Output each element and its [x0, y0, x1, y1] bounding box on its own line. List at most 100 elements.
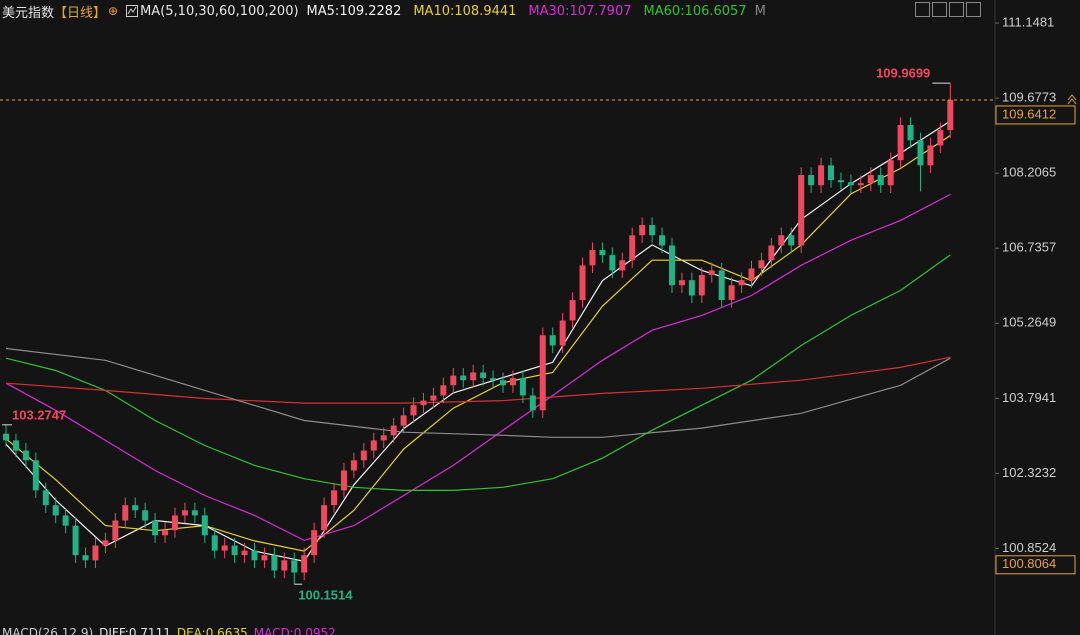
- candle-body: [420, 400, 427, 406]
- candle-body: [72, 525, 79, 556]
- legend-name: MA5: [306, 3, 335, 19]
- candle-body: [142, 510, 149, 521]
- candle-body: [450, 375, 457, 386]
- ma-line: [5, 134, 951, 552]
- start-high-label: 103.2747: [12, 407, 66, 422]
- candle-body: [122, 505, 129, 521]
- candle-body: [579, 265, 586, 301]
- candle-body: [370, 440, 377, 451]
- candle-body: [539, 335, 546, 411]
- add-icon[interactable]: ⊕: [108, 4, 119, 18]
- tool-button[interactable]: [915, 2, 930, 17]
- candle-body: [410, 405, 417, 416]
- candle-body: [698, 275, 705, 296]
- y-tick-label: 100.8524: [1002, 540, 1056, 555]
- y-tick-label: 105.2649: [1002, 315, 1056, 330]
- tool-button[interactable]: [932, 2, 947, 17]
- candle-body: [907, 125, 914, 141]
- y-tick-label: 106.7357: [1002, 240, 1056, 255]
- header: 美元指数 【日线】 ⊕ MA(5,10,30,60,100,200) MA5:1…: [2, 2, 766, 21]
- candle-body: [609, 255, 616, 271]
- candle-body: [211, 535, 218, 551]
- legend-separator: :: [680, 3, 685, 19]
- legend-value: 108.9441: [454, 3, 517, 19]
- candle-body: [221, 545, 228, 551]
- candle-body: [629, 235, 636, 261]
- y-tick-label: 102.3232: [1002, 465, 1056, 480]
- candle-body: [927, 145, 934, 166]
- macd-label: MACD(26,12,9): [2, 626, 94, 635]
- lower-marker-box: [995, 555, 1076, 575]
- candle-body: [3, 433, 9, 441]
- macd-legend: MACD(26,12,9) DIFF:0.7111 DEA:0.6635 MACD:0…: [2, 626, 336, 635]
- candle-body: [599, 250, 606, 256]
- candle-body: [301, 555, 308, 573]
- legend-value: 107.7907: [569, 3, 632, 19]
- candle-body: [738, 280, 745, 286]
- candle-body: [400, 415, 407, 426]
- candle-body: [589, 250, 596, 266]
- ma-line: [5, 254, 951, 491]
- candle-body: [808, 175, 815, 186]
- candle-body: [490, 378, 497, 381]
- ma-line: [5, 120, 951, 562]
- legend-entry: MA10:108.9441: [413, 4, 516, 19]
- candle-body: [887, 160, 894, 186]
- period[interactable]: 【日线】: [54, 5, 107, 21]
- candle-body: [619, 260, 626, 271]
- candle-body: [470, 372, 477, 381]
- candle-body: [12, 440, 19, 451]
- candle-body: [798, 175, 805, 246]
- candle-body: [32, 460, 39, 491]
- macd-name: MACD: [253, 626, 290, 635]
- candle-body: [778, 235, 785, 246]
- legend-entry: MA30:107.7907: [528, 4, 631, 19]
- y-tick-label: 103.7941: [1002, 390, 1056, 405]
- candle-body: [82, 555, 89, 561]
- last-price-label: 109.6412: [1002, 106, 1056, 121]
- macd-separator: :: [124, 626, 129, 635]
- candle-body: [758, 260, 765, 269]
- ma-line: [5, 347, 951, 438]
- candle-body: [191, 510, 198, 516]
- title: 美元指数: [2, 5, 55, 21]
- candle-body: [102, 540, 109, 546]
- candle-body: [321, 505, 328, 531]
- legend: MA5:109.2282 MA10:108.9441 MA30:107.7907 MA…: [307, 4, 747, 19]
- candle-body: [877, 175, 884, 186]
- tool-button[interactable]: [966, 2, 981, 17]
- candle-body: [162, 530, 169, 536]
- legend-value: 109.2282: [339, 3, 402, 19]
- macd-item: MACD:0.0952: [254, 626, 336, 635]
- candle-body: [390, 425, 397, 436]
- candle-body: [430, 395, 437, 401]
- legend-separator: :: [565, 3, 570, 19]
- candle-body: [519, 378, 526, 396]
- candle-body: [549, 335, 556, 346]
- candle-body: [311, 530, 318, 556]
- indicator-icon[interactable]: [126, 5, 139, 17]
- candle-body: [261, 555, 268, 561]
- candle-body: [708, 270, 715, 276]
- candle-body: [241, 550, 248, 556]
- macd-separator: :: [201, 626, 206, 635]
- ma-label: MA(5,10,30,60,100,200): [140, 3, 299, 19]
- candle-body: [331, 490, 338, 506]
- candle-body: [350, 460, 357, 471]
- legend-separator: :: [334, 3, 340, 19]
- legend-entry: MA60:106.6057: [644, 4, 747, 19]
- candle-body: [668, 245, 675, 286]
- tool-button[interactable]: [949, 2, 964, 17]
- macd-separator: :: [289, 626, 294, 635]
- scroll-arrow[interactable]: [1067, 94, 1077, 105]
- candle-body: [867, 175, 874, 184]
- candle-body: [768, 245, 775, 261]
- candle-body: [569, 300, 576, 321]
- legend-name: MA10: [413, 3, 450, 19]
- candle-body: [360, 450, 367, 461]
- candle-body: [22, 450, 29, 461]
- candle-body: [251, 550, 258, 561]
- candle-body: [291, 560, 298, 573]
- last-price-box: [995, 105, 1076, 125]
- macd-name: DEA: [176, 626, 202, 635]
